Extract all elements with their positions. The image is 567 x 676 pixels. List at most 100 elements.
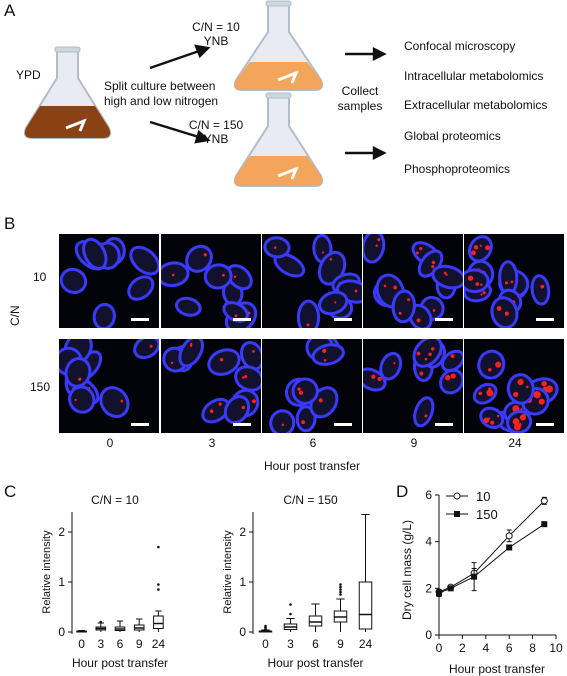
legend-label-10: 10 [476,489,490,504]
cell-wall [226,264,253,291]
cell-wall [82,237,108,271]
y-tick-label: 0 [239,625,246,639]
scale-bar [131,318,149,321]
cell-wall [530,274,551,306]
yeast-cell [64,357,92,388]
cell-wall [431,264,463,290]
cell-wall [203,263,233,290]
cell-wall [291,377,319,405]
panel-b-letter: B [4,214,16,233]
micrograph-cn10-h6 [262,234,362,328]
micrograph-cells [161,244,258,328]
micrograph-cells [263,234,362,328]
lipid-droplet [490,420,495,425]
micrograph-cn150-h24 [464,339,564,433]
y-tick-label: 2 [425,581,432,595]
yeast-cell [311,343,345,366]
timepoint-label-6: 6 [309,436,317,450]
micrograph-cn10-h3 [161,234,261,328]
lipid-droplet [445,374,451,381]
output-phosphoproteomics: Phosphoproteomics [404,162,511,176]
cell-wall [506,373,535,405]
lipid-droplet [526,385,529,389]
yeast-cell [226,264,253,291]
box [153,615,164,629]
top-flask-label-line1: C/N = 10 [192,20,240,34]
lipid-droplet [354,289,358,293]
y-axis-label: Dry cell mass (g/L) [400,520,414,620]
lipid-droplet [407,298,411,302]
lipid-droplet [218,402,222,406]
cell-wall [185,244,213,273]
y-tick-label: 1 [239,575,246,589]
lipid-droplet [479,244,482,248]
y-tick-label: 0 [58,625,65,639]
outlier-point [289,603,292,606]
yeast-cell [363,367,387,392]
lipid-droplet [504,311,509,316]
outlier-point [339,588,342,591]
yeast-cell [379,351,403,381]
y-tick-label: 4 [425,535,432,549]
yeast-cell [506,373,535,405]
x-tick-label: 8 [529,641,536,655]
lipid-droplet [424,357,428,361]
box [308,615,323,627]
scale-bar [233,318,251,321]
arrow-down-right-head-icon [194,129,211,144]
output-confocal-microscopy: Confocal microscopy [404,39,516,53]
lipid-droplet [252,399,257,404]
cell-wall [472,382,498,405]
lipid-droplet [221,273,225,277]
lipid-droplet [520,408,523,411]
y-tick-label: 1 [58,575,65,589]
scale-bar [536,423,554,426]
lipid-droplet [120,399,124,403]
ynb-flask-bottom-icon [233,92,324,187]
micrograph-cells [363,234,463,328]
lipid-droplet [318,398,323,403]
lipid-droplet [504,281,508,285]
yeast-cell [295,405,317,433]
cell-wall [127,275,155,301]
yeast-cell [490,296,519,328]
micrograph-cn150-h0 [59,339,159,433]
x-tick-label: 10 [549,641,563,655]
cell-wall [234,365,261,392]
panel-c-letter: C [4,482,17,501]
lipid-droplet [483,417,490,424]
yeast-cell [92,302,116,328]
scale-bar [536,318,554,321]
panel-a-flasks [23,0,387,187]
lipid-droplet [517,378,524,386]
micrograph-cn10-h24 [464,234,564,328]
outlier-point [99,620,103,624]
data-point-10 [505,532,513,540]
row-label-150: 150 [30,380,51,394]
yeast-cell [468,235,493,263]
yeast-cell [129,245,159,276]
lipid-droplet [495,361,502,368]
lipid-droplet [306,323,310,327]
lipid-droplet [428,352,432,356]
yeast-cell [59,267,88,295]
cell-wall [296,299,321,328]
output-global-proteomics: Global proteomics [404,129,501,143]
yeast-cell [413,396,435,428]
micrograph-cells [269,339,345,433]
yeast-cell [161,261,190,288]
dry-cell-mass-chart: 0 2 4 6 0 2 4 6 8 10 Dry cell mass (g/L) Hour post … [400,488,563,676]
micrograph-cells [162,339,261,425]
lipid-droplet [450,354,455,358]
legend-marker-150 [454,511,460,517]
outlier-point [157,588,160,591]
yeast-cell [477,349,506,380]
arrow-down-right-icon [149,120,203,140]
lipid-droplet [473,245,479,250]
lipid-droplet [486,389,494,397]
lipid-droplet [450,373,456,379]
cell-wall [468,235,493,263]
cell-wall [477,349,506,380]
data-point-150 [447,585,454,592]
